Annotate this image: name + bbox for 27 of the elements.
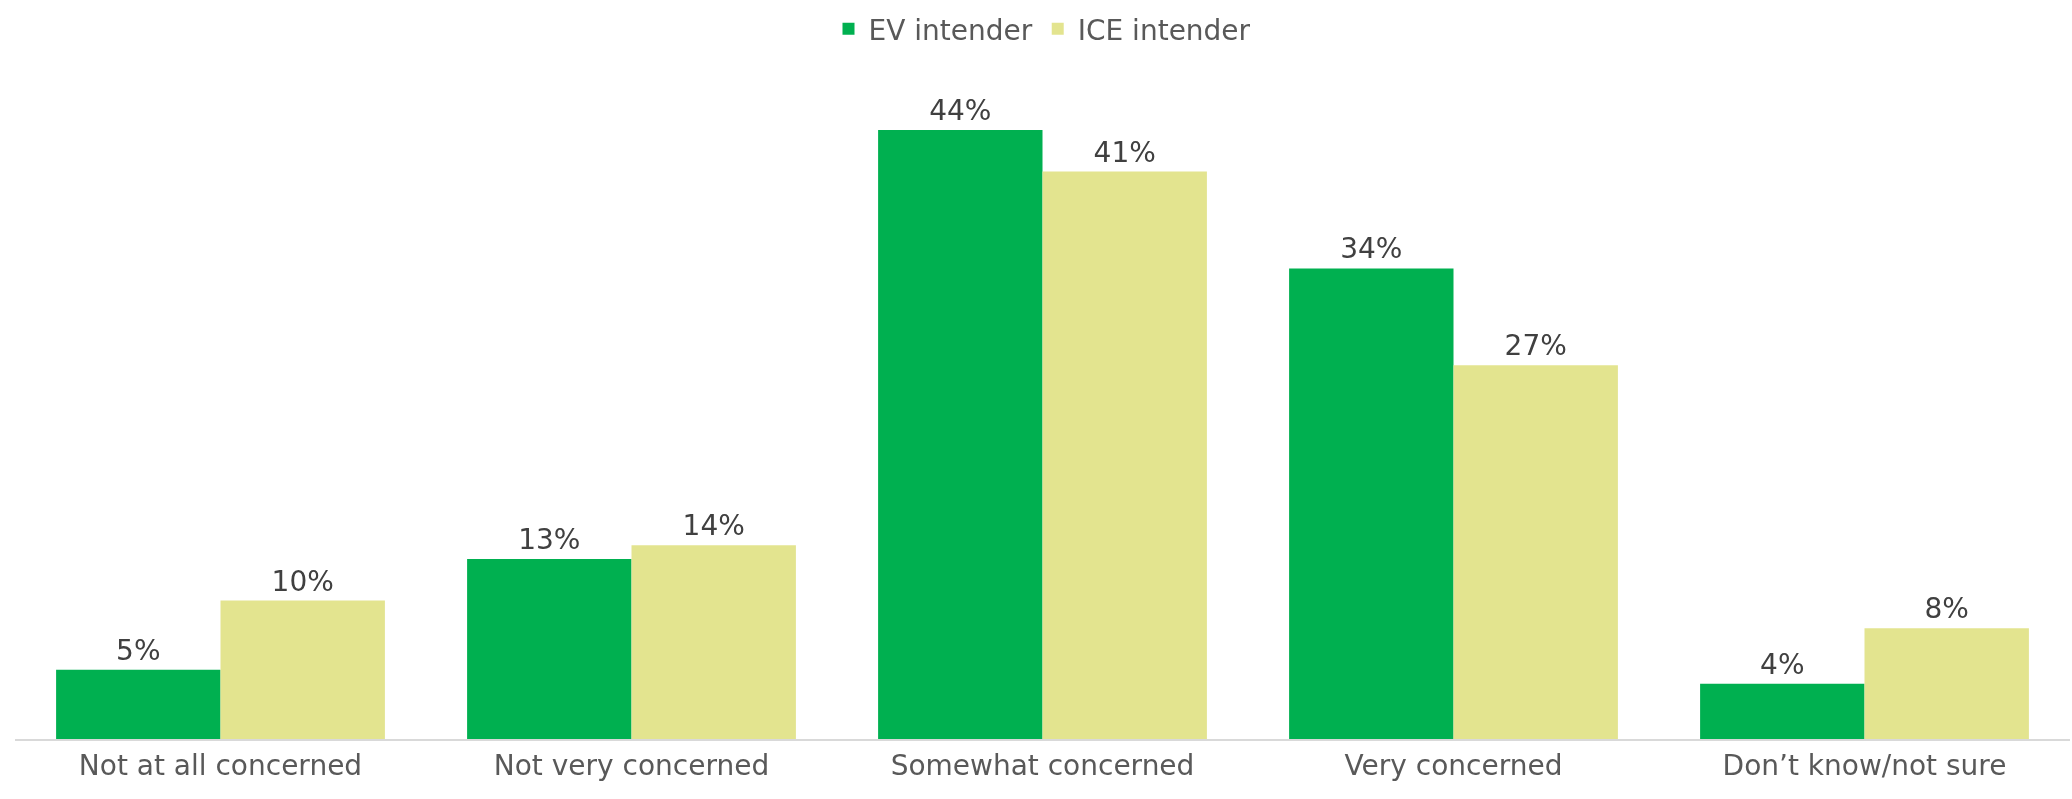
bar	[1042, 171, 1207, 739]
data-label: 10%	[271, 564, 334, 598]
data-label: 44%	[929, 94, 992, 128]
x-tick-label: Somewhat concerned	[890, 748, 1195, 782]
data-label: 41%	[1093, 135, 1156, 169]
bar	[1700, 683, 1865, 739]
bar	[56, 669, 221, 739]
bar	[878, 130, 1043, 739]
bar	[1864, 628, 2029, 739]
data-label: 13%	[518, 523, 581, 557]
bar	[467, 559, 632, 739]
data-label: 5%	[116, 633, 161, 667]
data-label: 4%	[1760, 647, 1805, 681]
x-tick-label: Don’t know/not sure	[1722, 748, 2007, 782]
data-label: 27%	[1504, 329, 1567, 363]
data-label: 34%	[1340, 232, 1403, 266]
legend-label: EV intender	[868, 13, 1033, 47]
bar	[1289, 268, 1454, 739]
bar	[631, 545, 796, 739]
data-label: 8%	[1924, 592, 1969, 626]
x-tick-label: Very concerned	[1344, 748, 1563, 782]
legend-label: ICE intender	[1077, 13, 1251, 47]
x-tick-label: Not at all concerned	[78, 748, 363, 782]
x-tick-label: Not very concerned	[493, 748, 770, 782]
bar	[1453, 365, 1618, 739]
bar	[220, 600, 385, 739]
data-label: 14%	[682, 509, 745, 543]
